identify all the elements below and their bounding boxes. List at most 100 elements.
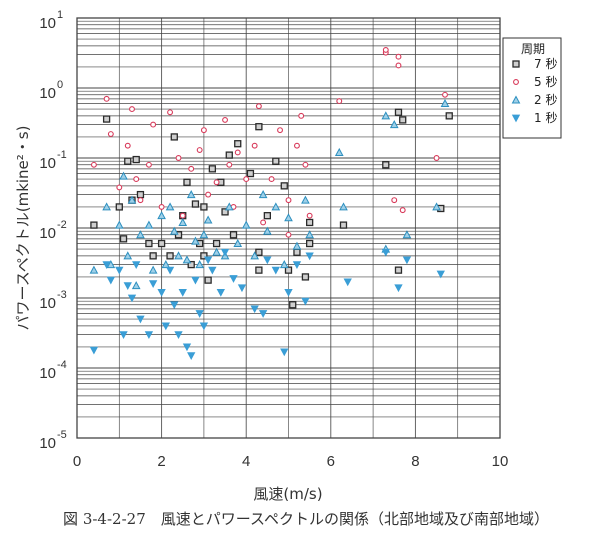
data-point [199, 322, 209, 331]
data-point [255, 103, 262, 110]
data-point [137, 197, 144, 204]
data-point [305, 218, 314, 227]
data-point [199, 230, 209, 239]
data-point [292, 241, 302, 250]
data-point [251, 142, 258, 149]
data-point [200, 203, 208, 211]
data-point [179, 212, 186, 219]
y-tick-exponent: 0 [57, 79, 63, 91]
data-point [394, 266, 403, 274]
data-point [391, 197, 398, 204]
data-point [280, 182, 288, 190]
y-tick-label: 10 [39, 155, 56, 172]
data-point [284, 266, 293, 274]
data-point [339, 221, 348, 229]
data-point [306, 212, 313, 219]
data-point [440, 98, 450, 108]
data-point [174, 231, 183, 239]
data-point [187, 260, 195, 269]
data-point [271, 202, 281, 211]
data-point [226, 161, 233, 168]
data-point [255, 266, 263, 274]
data-point [255, 248, 263, 256]
data-point [305, 239, 314, 248]
y-tick-label: 10 [39, 225, 56, 242]
data-point [263, 212, 272, 220]
data-point [233, 238, 243, 248]
data-point [445, 112, 453, 120]
data-point [394, 108, 403, 116]
data-point [289, 301, 297, 309]
series-3 [89, 98, 450, 290]
data-point [212, 239, 221, 248]
legend-label: 2 秒 [534, 93, 557, 107]
x-tick-label: 0 [73, 453, 81, 470]
data-point [250, 251, 259, 260]
data-point [106, 276, 116, 285]
data-point [294, 142, 300, 149]
data-point [174, 331, 183, 339]
data-point [204, 276, 212, 284]
data-point [336, 98, 343, 105]
y-tick-exponent: 1 [57, 9, 63, 21]
data-point [399, 116, 407, 124]
data-point [132, 261, 141, 269]
data-point [191, 236, 200, 245]
data-point [148, 280, 158, 289]
data-point [170, 133, 178, 141]
y-tick-label: 10 [39, 85, 56, 102]
legend: 周期 7 秒 5 秒 2 秒 1 秒 [502, 37, 562, 139]
data-point [150, 121, 157, 128]
data-point [203, 215, 213, 224]
plot-frame [76, 17, 501, 439]
x-tick-label: 10 [492, 453, 509, 470]
data-point [381, 248, 390, 257]
data-point [213, 179, 220, 186]
data-point [175, 155, 182, 161]
data-point [241, 220, 251, 229]
data-point [178, 217, 188, 226]
data-point [432, 202, 441, 211]
data-point [268, 176, 275, 183]
figure-caption: 図 3-4-2-27 風速とパワースペクトルの関係（北部地域及び南部地域） [63, 510, 549, 528]
data-point [136, 315, 145, 324]
data-point [174, 251, 183, 260]
data-point [123, 251, 133, 260]
data-point [90, 161, 97, 168]
data-point [243, 176, 250, 183]
data-point [187, 352, 196, 361]
legend-title: 周期 [521, 42, 545, 56]
data-point [114, 220, 124, 229]
data-point [196, 147, 203, 153]
x-axis-title: 風速(m/s) [253, 485, 322, 503]
data-point [237, 284, 247, 293]
data-point [200, 127, 207, 134]
data-point [285, 231, 292, 238]
legend-marker [511, 114, 521, 123]
legend-marker [512, 60, 520, 68]
data-point [203, 256, 213, 265]
data-point [271, 266, 280, 275]
data-point [102, 115, 111, 123]
data-point [115, 266, 124, 275]
data-point [222, 116, 229, 123]
data-point [301, 297, 310, 306]
data-point [225, 151, 233, 159]
data-point [212, 247, 221, 256]
data-point [169, 226, 179, 235]
data-point [284, 213, 293, 222]
data-point [305, 252, 314, 261]
legend-items: 7 秒 5 秒 2 秒 1 秒 [511, 57, 557, 125]
data-point [229, 231, 238, 239]
data-point [389, 120, 399, 129]
data-point [107, 131, 114, 137]
data-point [260, 219, 267, 226]
data-point [272, 157, 280, 165]
data-point [90, 221, 98, 229]
data-point [89, 346, 99, 355]
data-point [381, 111, 391, 120]
data-point [250, 305, 259, 314]
data-point [263, 256, 272, 265]
data-points [89, 46, 453, 361]
data-point [195, 310, 204, 318]
